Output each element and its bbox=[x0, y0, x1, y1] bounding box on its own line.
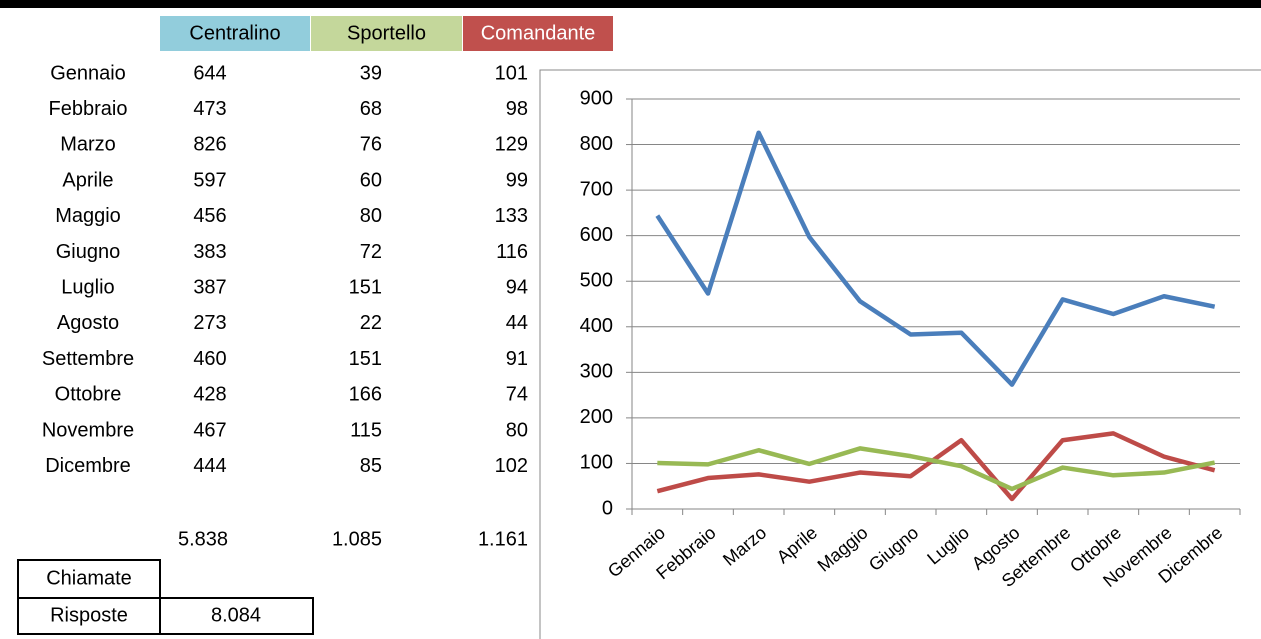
cell-value: 101 bbox=[495, 62, 528, 84]
line-series bbox=[655, 130, 1216, 387]
cell-value: 80 bbox=[360, 205, 382, 227]
header-label: Comandante bbox=[481, 22, 596, 44]
header-cell bbox=[160, 16, 310, 51]
row-label: Novembre bbox=[42, 419, 134, 441]
summary-box bbox=[159, 597, 314, 635]
cell-value: 129 bbox=[495, 134, 528, 156]
cell-value: 151 bbox=[349, 348, 382, 370]
x-tick-label: Maggio bbox=[814, 522, 872, 575]
header-label: Centralino bbox=[189, 22, 280, 44]
summary-value: 8.084 bbox=[211, 604, 261, 626]
cell-value: 39 bbox=[360, 62, 382, 84]
total-value: 1.161 bbox=[478, 528, 528, 550]
cell-value: 597 bbox=[193, 169, 226, 191]
cell-value: 60 bbox=[360, 169, 382, 191]
cell-value: 473 bbox=[193, 98, 226, 120]
cell-value: 74 bbox=[506, 384, 528, 406]
cell-value: 85 bbox=[360, 455, 382, 477]
cell-value: 44 bbox=[506, 312, 528, 334]
cell-value: 116 bbox=[496, 241, 528, 263]
y-tick-label: 600 bbox=[580, 224, 613, 246]
cell-value: 80 bbox=[506, 419, 528, 441]
x-tick-label: Giugno bbox=[865, 522, 922, 575]
row-label: Dicembre bbox=[45, 455, 131, 477]
row-label: Settembre bbox=[42, 348, 134, 370]
cell-value: 98 bbox=[506, 98, 528, 120]
cell-value: 102 bbox=[495, 455, 528, 477]
cell-value: 428 bbox=[193, 384, 226, 406]
header-cell bbox=[311, 16, 462, 51]
y-tick-label: 300 bbox=[580, 361, 613, 383]
cell-value: 22 bbox=[360, 312, 382, 334]
y-tick-label: 900 bbox=[580, 87, 613, 109]
cell-value: 460 bbox=[193, 348, 226, 370]
x-tick-label: Luglio bbox=[923, 522, 973, 568]
cell-value: 72 bbox=[360, 241, 382, 263]
x-tick-label: Marzo bbox=[719, 522, 770, 569]
summary-label: Risposte bbox=[50, 604, 128, 626]
header-label: Sportello bbox=[347, 22, 426, 44]
row-label: Aprile bbox=[62, 169, 113, 191]
cell-value: 644 bbox=[193, 62, 226, 84]
y-tick-label: 500 bbox=[580, 270, 613, 292]
row-label: Maggio bbox=[55, 205, 121, 227]
y-tick-label: 200 bbox=[580, 406, 613, 428]
cell-value: 444 bbox=[193, 455, 226, 477]
cell-value: 467 bbox=[193, 419, 226, 441]
cell-value: 273 bbox=[193, 312, 226, 334]
header-cell bbox=[463, 16, 613, 51]
row-label: Agosto bbox=[57, 312, 119, 334]
line-series bbox=[656, 431, 1216, 502]
cell-value: 387 bbox=[193, 276, 226, 298]
row-label: Giugno bbox=[56, 241, 121, 263]
line-series bbox=[657, 446, 1216, 492]
cell-value: 94 bbox=[506, 276, 528, 298]
cell-value: 68 bbox=[360, 98, 382, 120]
y-tick-label: 100 bbox=[580, 452, 613, 474]
cell-value: 826 bbox=[193, 134, 226, 156]
y-tick-label: 700 bbox=[580, 178, 613, 200]
y-tick-label: 400 bbox=[580, 315, 613, 337]
cell-value: 456 bbox=[193, 205, 226, 227]
cell-value: 99 bbox=[506, 169, 528, 191]
chart-frame bbox=[539, 69, 1261, 639]
row-label: Marzo bbox=[60, 134, 116, 156]
cell-value: 166 bbox=[349, 384, 382, 406]
row-label: Febbraio bbox=[49, 98, 128, 120]
top-border bbox=[0, 0, 1261, 8]
row-label: Luglio bbox=[61, 276, 114, 298]
cell-value: 76 bbox=[360, 134, 382, 156]
cell-value: 133 bbox=[495, 205, 528, 227]
y-tick-label: 800 bbox=[580, 133, 613, 155]
row-label: Gennaio bbox=[50, 62, 126, 84]
total-value: 1.085 bbox=[332, 528, 382, 550]
row-label: Ottobre bbox=[55, 384, 122, 406]
cell-value: 151 bbox=[349, 276, 382, 298]
y-tick-label: 0 bbox=[602, 497, 613, 519]
summary-label: Chiamate bbox=[46, 567, 132, 589]
cell-value: 91 bbox=[506, 348, 528, 370]
cell-value: 383 bbox=[193, 241, 226, 263]
cell-value: 115 bbox=[350, 419, 382, 441]
total-value: 5.838 bbox=[178, 528, 228, 550]
